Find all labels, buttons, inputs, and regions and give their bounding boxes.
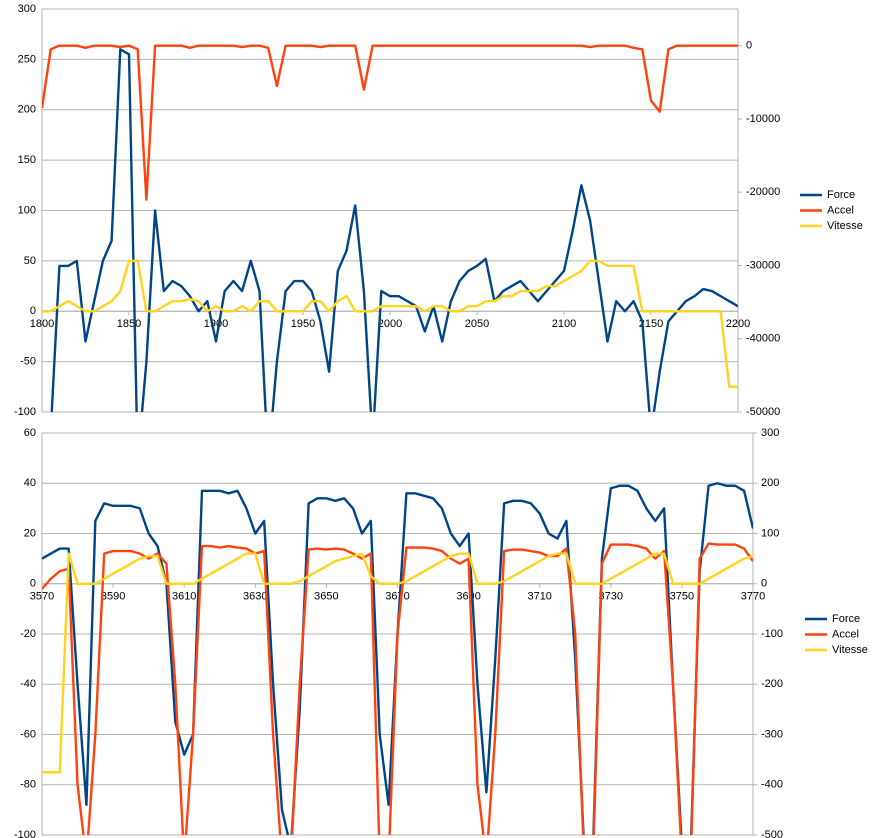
x-tick-label: 3590	[101, 591, 125, 603]
y-tick-label: -100	[14, 829, 36, 838]
y2-tick-label: -100	[761, 628, 783, 640]
legend-item: Accel	[800, 204, 854, 216]
y2-tick-label: 0	[761, 578, 767, 590]
y2-tick-label: -30000	[746, 259, 780, 271]
legend-item: Accel	[805, 628, 859, 640]
y-tick-label: 150	[18, 154, 36, 166]
x-tick-label: 1950	[291, 318, 315, 330]
y-tick-label: 20	[24, 527, 36, 539]
y-tick-label: 0	[30, 578, 36, 590]
series-line	[42, 552, 753, 774]
y2-tick-label: -300	[761, 728, 783, 740]
legend-label: Accel	[827, 204, 854, 216]
x-tick-label: 2000	[378, 318, 402, 330]
x-tick-label: 3770	[741, 591, 765, 603]
y2-tick-label: 300	[761, 427, 779, 439]
legend-label: Force	[827, 189, 855, 201]
x-tick-label: 2100	[552, 318, 576, 330]
x-tick-label: 1900	[204, 318, 228, 330]
legend-label: Force	[832, 613, 860, 625]
y-tick-label: 200	[18, 104, 36, 116]
x-tick-label: 3750	[670, 591, 694, 603]
x-tick-label: 3670	[385, 591, 409, 603]
series-line	[42, 259, 738, 389]
legend-item: Vitesse	[805, 644, 868, 656]
y-tick-label: 60	[24, 427, 36, 439]
x-tick-label: 2150	[639, 318, 663, 330]
y2-tick-label: 0	[746, 40, 752, 52]
y2-tick-label: -20000	[746, 186, 780, 198]
y-tick-label: 40	[24, 477, 36, 489]
y-tick-label: 100	[18, 204, 36, 216]
legend-item: Force	[800, 189, 855, 201]
y2-tick-label: 200	[761, 477, 779, 489]
x-tick-label: 3570	[30, 591, 54, 603]
chart: -100 -50 0 50 100 150 200 250 300 -50000 -40000 -30…	[14, 3, 863, 418]
x-tick-label: 3710	[527, 591, 551, 603]
x-tick-label: 2050	[465, 318, 489, 330]
series-line	[42, 542, 753, 835]
legend-label: Vitesse	[827, 220, 863, 232]
y2-tick-label: 100	[761, 527, 779, 539]
x-tick-label: 3730	[599, 591, 623, 603]
legend-label: Accel	[832, 628, 859, 640]
y-tick-label: -50	[20, 356, 36, 368]
y-tick-label: 0	[30, 305, 36, 317]
y-tick-label: -20	[20, 628, 36, 640]
x-tick-label: 2200	[726, 318, 750, 330]
chart: -100-80-60-40-200204060-500-400-300-200-…	[14, 427, 868, 838]
y-tick-label: -40	[20, 678, 36, 690]
x-tick-label: 3610	[172, 591, 196, 603]
legend-item: Vitesse	[800, 220, 863, 232]
x-tick-label: 3650	[314, 591, 338, 603]
y2-tick-label: -200	[761, 678, 783, 690]
x-tick-label: 1850	[117, 318, 141, 330]
y-tick-label: -100	[14, 406, 36, 418]
y2-tick-label: -40000	[746, 333, 780, 345]
y2-tick-label: -50000	[746, 406, 780, 418]
y-tick-label: 50	[24, 255, 36, 267]
series-line	[50, 48, 738, 412]
y-tick-label: -80	[20, 779, 36, 791]
series-line	[42, 44, 738, 201]
x-tick-label: 3630	[243, 591, 267, 603]
x-tick-label: 1800	[30, 318, 54, 330]
x-tick-label: 3690	[456, 591, 480, 603]
legend-label: Vitesse	[832, 644, 868, 656]
legend-item: Force	[805, 613, 860, 625]
y2-tick-label: -10000	[746, 113, 780, 125]
y2-tick-label: -400	[761, 779, 783, 791]
y-tick-label: 250	[18, 53, 36, 65]
y-tick-label: 300	[18, 3, 36, 15]
y-tick-label: -60	[20, 728, 36, 740]
y2-tick-label: -500	[761, 829, 783, 838]
